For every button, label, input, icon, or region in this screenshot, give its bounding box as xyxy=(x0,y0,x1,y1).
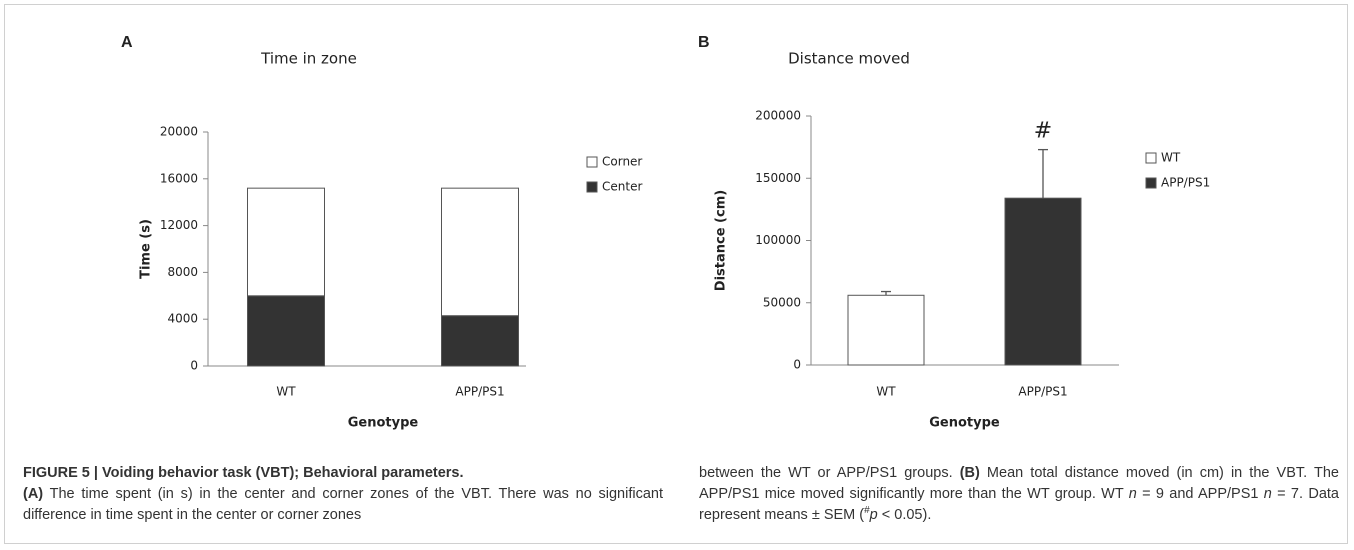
y-tick-label: 0 xyxy=(793,358,801,372)
y-tick-label: 16000 xyxy=(160,171,198,185)
x-tick-label: APP/PS1 xyxy=(455,385,504,399)
caption-run: (A) xyxy=(23,486,44,502)
y-tick-label: 4000 xyxy=(167,312,198,326)
caption-run: = 7. Data represent means ± SEM ( xyxy=(699,486,1339,523)
caption-run: The time spent (in s) in the center and … xyxy=(23,486,663,523)
caption-text: between the WT or APP/PS1 groups. (B) Me… xyxy=(699,463,1339,526)
legend-label: Corner xyxy=(602,155,642,169)
caption-right: between the WT or APP/PS1 groups. (B) Me… xyxy=(699,463,1339,526)
error-bar xyxy=(1038,148,1048,199)
bar xyxy=(847,294,925,366)
x-axis-label: Genotype xyxy=(929,416,1000,431)
annotation: # xyxy=(1034,119,1052,144)
caption-run: between the WT or APP/PS1 groups. xyxy=(699,465,960,481)
bar-segment xyxy=(247,187,325,297)
caption-text: (A) The time spent (in s) in the center … xyxy=(23,484,663,526)
charts: A Time in zone Genotype Time (s) 0 4000 8000 12… xyxy=(121,34,1210,431)
y-tick-label: 12000 xyxy=(160,218,198,232)
legend-swatch xyxy=(1145,177,1157,189)
y-tick-label: 150000 xyxy=(755,171,801,185)
figure: A Time in zone Genotype Time (s) 0 4000 8000 12… xyxy=(4,4,1348,544)
bar-segment xyxy=(441,315,519,367)
caption-title: FIGURE 5 | Voiding behavior task (VBT); … xyxy=(23,465,464,481)
caption-run: = 9 and APP/PS1 xyxy=(1136,486,1264,502)
x-tick-label: WT xyxy=(876,385,896,399)
caption-run: < 0.05). xyxy=(877,507,932,523)
bar xyxy=(1004,197,1082,366)
caption-run: n xyxy=(1263,486,1272,502)
legend-label: WT xyxy=(1161,151,1181,165)
chart-title: Distance moved xyxy=(788,50,910,68)
y-tick-label: 100000 xyxy=(755,233,801,247)
caption-left: FIGURE 5 | Voiding behavior task (VBT); … xyxy=(23,463,663,526)
legend-swatch xyxy=(1145,152,1157,164)
caption-run: (B) xyxy=(959,465,980,481)
caption-run: p xyxy=(869,507,878,523)
panel-label: B xyxy=(698,34,710,51)
legend-label: APP/PS1 xyxy=(1161,176,1210,190)
caption-run: Mean total distance moved (in cm) in the… xyxy=(699,465,1339,502)
x-tick-label: APP/PS1 xyxy=(1018,385,1067,399)
legend-swatch xyxy=(586,181,598,193)
caption-run: n xyxy=(1128,486,1137,502)
y-axis-label: Distance (cm) xyxy=(714,190,729,291)
caption-run: # xyxy=(864,505,870,517)
x-axis-label: Genotype xyxy=(348,416,419,431)
legend-swatch xyxy=(586,156,598,168)
error-bar xyxy=(881,290,891,296)
chart-title: Time in zone xyxy=(260,50,357,68)
bar-segment xyxy=(247,295,325,367)
bar-segment xyxy=(441,187,519,317)
y-tick-label: 0 xyxy=(190,359,198,373)
legend-label: Center xyxy=(602,180,642,194)
x-tick-label: WT xyxy=(276,385,296,399)
panel-label: A xyxy=(121,34,133,51)
y-tick-label: 20000 xyxy=(160,125,198,139)
y-tick-label: 200000 xyxy=(755,109,801,123)
y-axis-label: Time (s) xyxy=(139,219,154,279)
y-tick-label: 50000 xyxy=(763,295,801,309)
y-tick-label: 8000 xyxy=(167,265,198,279)
